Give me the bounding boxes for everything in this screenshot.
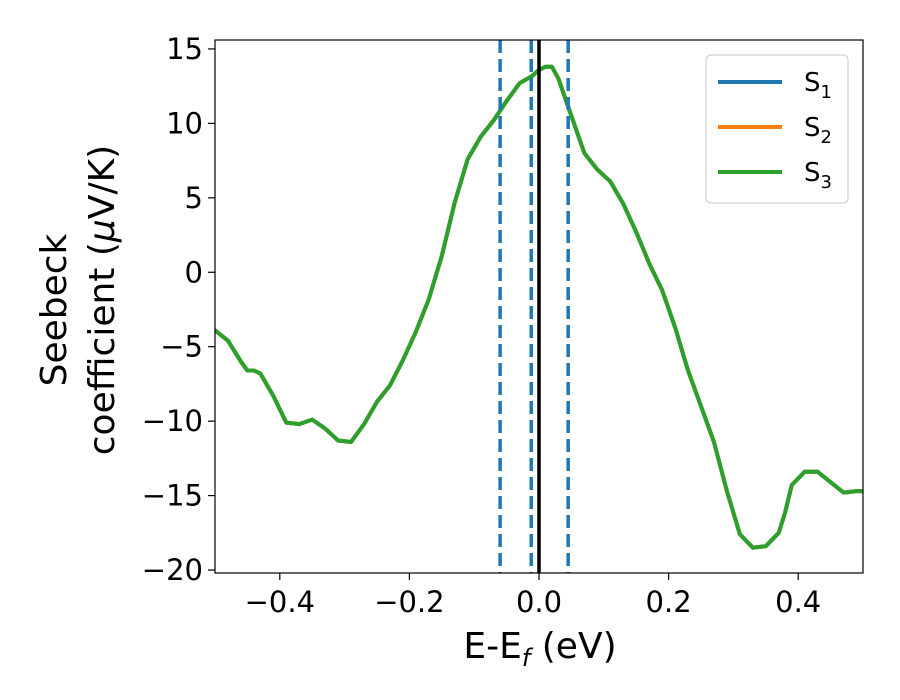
y-axis-title-line2: coefficient (μV/K): [82, 145, 123, 455]
y-tick-label: −20: [142, 553, 203, 587]
y-axis-title-line1: Seebeck: [34, 233, 75, 386]
x-axis-title: E-Ef (eV): [463, 626, 616, 672]
y-tick-label: 15: [166, 32, 203, 66]
y-tick-label: 10: [166, 106, 203, 140]
y-tick-label: −10: [142, 404, 203, 438]
plot-area: [215, 40, 863, 573]
x-tick-label: 0.4: [775, 585, 821, 619]
legend-label-s3: S3: [804, 158, 832, 193]
y-tick-label: 0: [185, 255, 203, 289]
x-tick-label: −0.2: [374, 585, 444, 619]
axes: −0.4 −0.2 0.0 0.2 0.4 −20 −15 −10 −5 0 5 10 15: [142, 32, 864, 619]
x-tick-label: 0.0: [516, 585, 562, 619]
x-tick-label: −0.4: [245, 585, 315, 619]
y-tick-label: −5: [160, 330, 203, 364]
series-line-s3: [215, 64, 863, 550]
legend-label-s2: S2: [804, 113, 832, 148]
legend-label-s1: S1: [804, 68, 832, 103]
legend: S1 S2 S3: [705, 54, 849, 204]
y-tick-label: −15: [142, 479, 203, 513]
x-tick-label: 0.2: [646, 585, 692, 619]
plot-clip-group: [215, 40, 863, 573]
y-tick-label: 5: [185, 181, 203, 215]
